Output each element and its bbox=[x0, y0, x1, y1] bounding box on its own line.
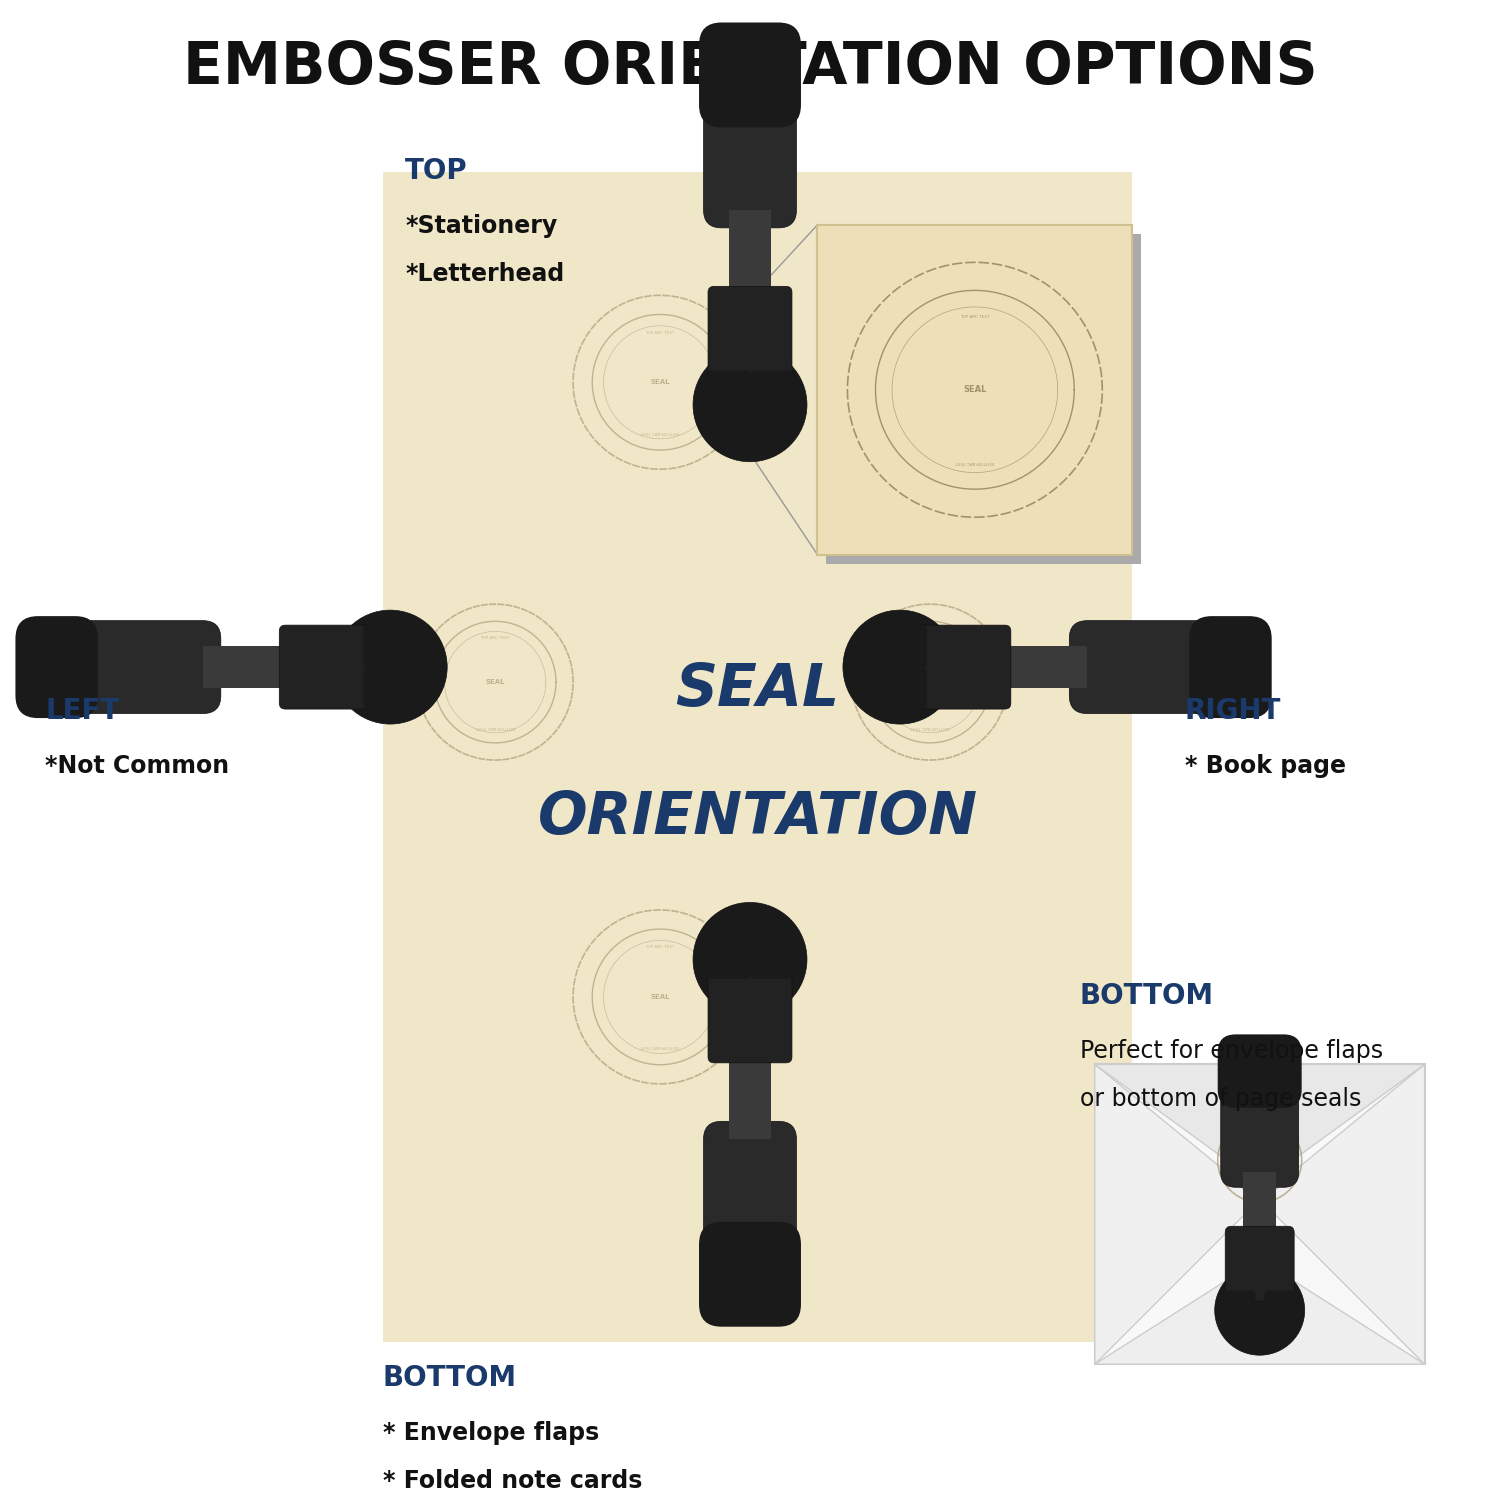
FancyBboxPatch shape bbox=[708, 286, 792, 381]
FancyBboxPatch shape bbox=[363, 668, 414, 710]
FancyBboxPatch shape bbox=[708, 928, 750, 980]
FancyBboxPatch shape bbox=[1070, 621, 1248, 714]
Text: TOP ARC TEXT: TOP ARC TEXT bbox=[480, 636, 510, 639]
Text: BOTTOM ARC TEXT: BOTTOM ARC TEXT bbox=[910, 724, 950, 729]
Text: LEFT: LEFT bbox=[45, 698, 120, 724]
Bar bbox=[729, 210, 771, 292]
FancyBboxPatch shape bbox=[750, 370, 792, 422]
Text: or bottom of page seals: or bottom of page seals bbox=[1080, 1088, 1360, 1112]
Text: * Book page: * Book page bbox=[1185, 754, 1346, 778]
Text: BOTTOM: BOTTOM bbox=[1080, 982, 1214, 1010]
FancyBboxPatch shape bbox=[699, 22, 801, 128]
FancyBboxPatch shape bbox=[1222, 1290, 1256, 1332]
FancyBboxPatch shape bbox=[708, 969, 792, 1064]
Text: *Not Common: *Not Common bbox=[45, 754, 230, 778]
Text: ORIENTATION: ORIENTATION bbox=[537, 789, 978, 846]
Text: BOTTOM ARC TEXT: BOTTOM ARC TEXT bbox=[640, 430, 680, 433]
Bar bbox=[1095, 1065, 1425, 1364]
Polygon shape bbox=[1095, 1065, 1425, 1185]
Bar bbox=[818, 225, 1132, 555]
Text: SEAL: SEAL bbox=[486, 680, 506, 686]
FancyBboxPatch shape bbox=[708, 370, 750, 422]
FancyBboxPatch shape bbox=[1221, 1046, 1299, 1188]
Text: Perfect for envelope flaps: Perfect for envelope flaps bbox=[1080, 1040, 1383, 1064]
Text: SEAL: SEAL bbox=[651, 994, 670, 1000]
Text: TOP ARC TEXT: TOP ARC TEXT bbox=[645, 945, 675, 950]
Text: BOTTOM: BOTTOM bbox=[382, 1364, 518, 1392]
Text: TOP: TOP bbox=[405, 158, 468, 186]
FancyBboxPatch shape bbox=[876, 668, 927, 710]
Bar bbox=[202, 646, 285, 688]
FancyBboxPatch shape bbox=[916, 626, 1011, 710]
FancyBboxPatch shape bbox=[704, 1122, 797, 1299]
Text: SEAL: SEAL bbox=[963, 386, 987, 394]
FancyBboxPatch shape bbox=[382, 172, 1132, 1341]
Text: BOTTOM ARC TEXT: BOTTOM ARC TEXT bbox=[640, 1044, 680, 1048]
Polygon shape bbox=[1260, 1065, 1425, 1364]
Text: * Folded note cards: * Folded note cards bbox=[382, 1468, 642, 1492]
Circle shape bbox=[693, 348, 807, 462]
Text: TOP ARC TEXT: TOP ARC TEXT bbox=[645, 330, 675, 334]
Text: TOP ARC TEXT: TOP ARC TEXT bbox=[960, 315, 990, 320]
FancyBboxPatch shape bbox=[876, 626, 927, 668]
FancyBboxPatch shape bbox=[1190, 616, 1272, 718]
Circle shape bbox=[1215, 1264, 1305, 1354]
Polygon shape bbox=[1095, 1065, 1260, 1364]
Text: BOTTOM ARC TEXT: BOTTOM ARC TEXT bbox=[1240, 1182, 1280, 1186]
FancyBboxPatch shape bbox=[750, 928, 792, 980]
Text: RIGHT: RIGHT bbox=[1185, 698, 1281, 724]
Text: SEAL: SEAL bbox=[651, 380, 670, 386]
Text: BOTTOM ARC TEXT: BOTTOM ARC TEXT bbox=[476, 724, 514, 729]
Text: * Envelope flaps: * Envelope flaps bbox=[382, 1420, 598, 1444]
Bar bbox=[1244, 1173, 1276, 1233]
FancyBboxPatch shape bbox=[279, 626, 374, 710]
FancyBboxPatch shape bbox=[1264, 1290, 1298, 1332]
Text: EMBOSSER ORIENTATION OPTIONS: EMBOSSER ORIENTATION OPTIONS bbox=[183, 39, 1317, 96]
Text: SEAL: SEAL bbox=[920, 680, 939, 686]
Text: TOP ARC TEXT: TOP ARC TEXT bbox=[915, 636, 945, 639]
Text: SEAL: SEAL bbox=[675, 662, 840, 718]
Text: *Letterhead: *Letterhead bbox=[405, 262, 564, 286]
Text: TOP ARC TEXT: TOP ARC TEXT bbox=[1245, 1134, 1275, 1138]
Polygon shape bbox=[1095, 1258, 1425, 1364]
Bar bbox=[729, 1058, 771, 1140]
Text: BOTTOM ARC TEXT: BOTTOM ARC TEXT bbox=[956, 460, 994, 465]
Text: SEAL: SEAL bbox=[1250, 1158, 1269, 1164]
FancyBboxPatch shape bbox=[15, 616, 98, 718]
FancyBboxPatch shape bbox=[42, 621, 220, 714]
FancyBboxPatch shape bbox=[1226, 1227, 1294, 1300]
FancyBboxPatch shape bbox=[699, 1222, 801, 1326]
Circle shape bbox=[333, 610, 447, 724]
Circle shape bbox=[843, 610, 957, 724]
Text: *Stationery: *Stationery bbox=[405, 214, 558, 238]
Bar bbox=[827, 234, 1142, 564]
Bar bbox=[1005, 646, 1088, 688]
FancyBboxPatch shape bbox=[363, 626, 414, 668]
Circle shape bbox=[693, 903, 807, 1017]
FancyBboxPatch shape bbox=[1218, 1035, 1302, 1108]
FancyBboxPatch shape bbox=[704, 50, 797, 228]
